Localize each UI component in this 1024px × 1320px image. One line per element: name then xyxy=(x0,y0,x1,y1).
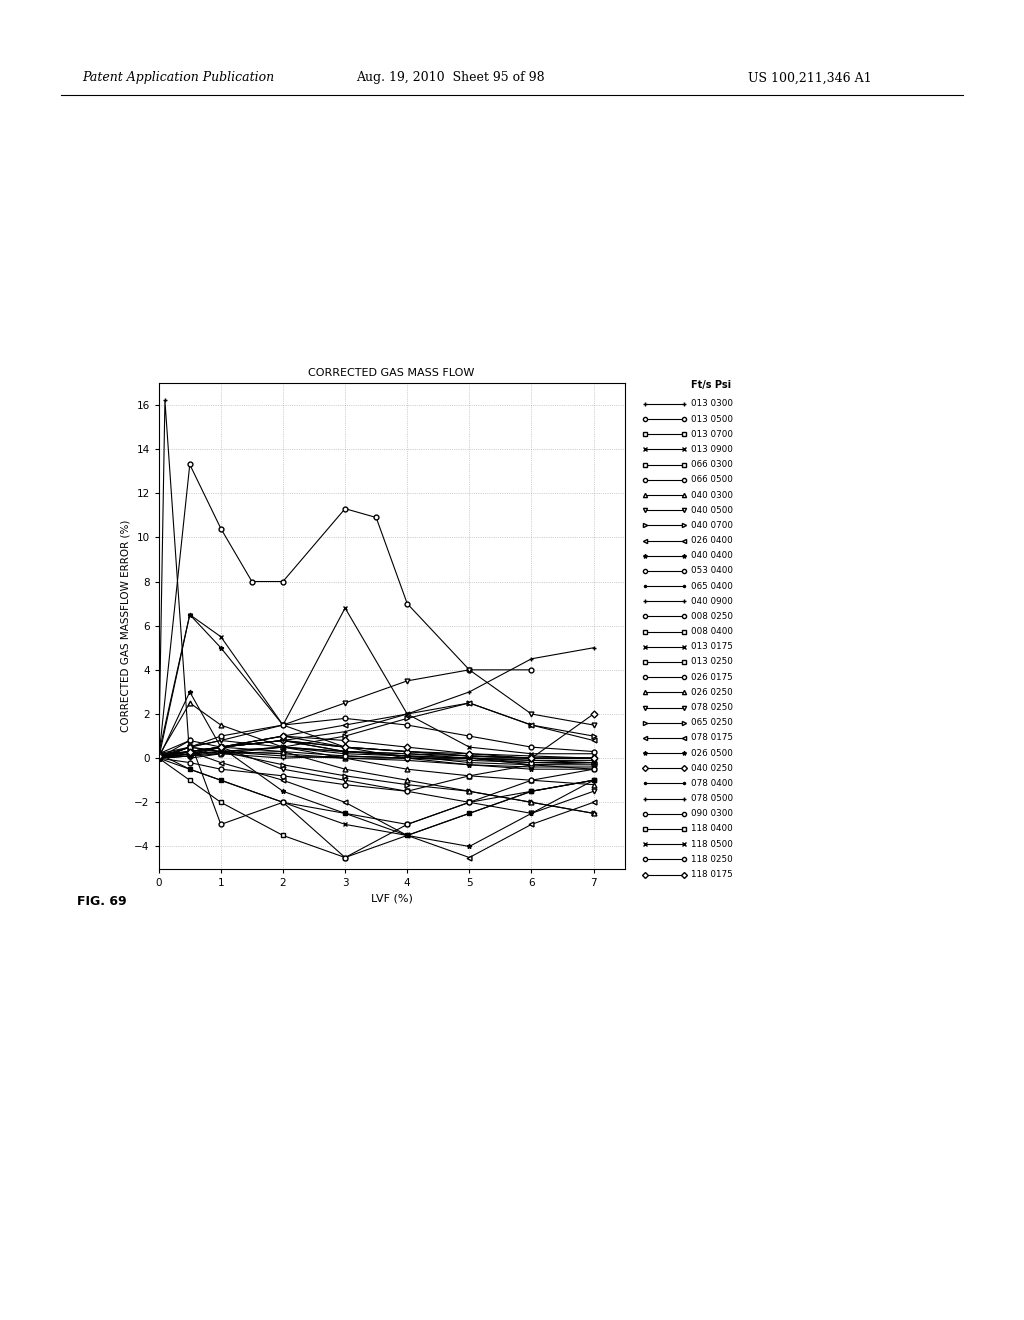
Text: 040 0700: 040 0700 xyxy=(691,521,733,529)
Text: 008 0400: 008 0400 xyxy=(691,627,733,636)
Text: Ft/s Psi: Ft/s Psi xyxy=(691,380,731,391)
Text: 040 0500: 040 0500 xyxy=(691,506,733,515)
Text: 013 0250: 013 0250 xyxy=(691,657,733,667)
Text: FIG. 69: FIG. 69 xyxy=(77,895,126,908)
Text: 090 0300: 090 0300 xyxy=(691,809,733,818)
Text: 078 0400: 078 0400 xyxy=(691,779,733,788)
Text: 065 0250: 065 0250 xyxy=(691,718,733,727)
Text: 078 0175: 078 0175 xyxy=(691,734,733,742)
Text: 026 0500: 026 0500 xyxy=(691,748,733,758)
Text: 040 0300: 040 0300 xyxy=(691,491,733,499)
Text: 008 0250: 008 0250 xyxy=(691,612,733,620)
Text: 013 0900: 013 0900 xyxy=(691,445,733,454)
Text: 013 0300: 013 0300 xyxy=(691,400,733,408)
Text: 013 0500: 013 0500 xyxy=(691,414,733,424)
Text: 040 0250: 040 0250 xyxy=(691,764,733,772)
Text: 118 0175: 118 0175 xyxy=(691,870,733,879)
Text: 013 0700: 013 0700 xyxy=(691,430,733,438)
Text: 040 0400: 040 0400 xyxy=(691,552,733,560)
Text: 066 0300: 066 0300 xyxy=(691,461,733,469)
Text: Patent Application Publication: Patent Application Publication xyxy=(82,71,274,84)
Text: US 100,211,346 A1: US 100,211,346 A1 xyxy=(748,71,871,84)
Text: 040 0900: 040 0900 xyxy=(691,597,733,606)
Text: 026 0175: 026 0175 xyxy=(691,673,733,681)
Title: CORRECTED GAS MASS FLOW: CORRECTED GAS MASS FLOW xyxy=(308,368,475,378)
Text: 078 0250: 078 0250 xyxy=(691,704,733,711)
Text: 118 0250: 118 0250 xyxy=(691,855,733,863)
Text: 118 0400: 118 0400 xyxy=(691,825,733,833)
Text: 013 0175: 013 0175 xyxy=(691,643,733,651)
Text: 078 0500: 078 0500 xyxy=(691,795,733,803)
Y-axis label: CORRECTED GAS MASSFLOW ERROR (%): CORRECTED GAS MASSFLOW ERROR (%) xyxy=(120,520,130,731)
Text: 026 0250: 026 0250 xyxy=(691,688,733,697)
Text: 065 0400: 065 0400 xyxy=(691,582,733,590)
Text: Aug. 19, 2010  Sheet 95 of 98: Aug. 19, 2010 Sheet 95 of 98 xyxy=(356,71,545,84)
X-axis label: LVF (%): LVF (%) xyxy=(371,894,413,903)
Text: 053 0400: 053 0400 xyxy=(691,566,733,576)
Text: 026 0400: 026 0400 xyxy=(691,536,733,545)
Text: 066 0500: 066 0500 xyxy=(691,475,733,484)
Text: 118 0500: 118 0500 xyxy=(691,840,733,849)
